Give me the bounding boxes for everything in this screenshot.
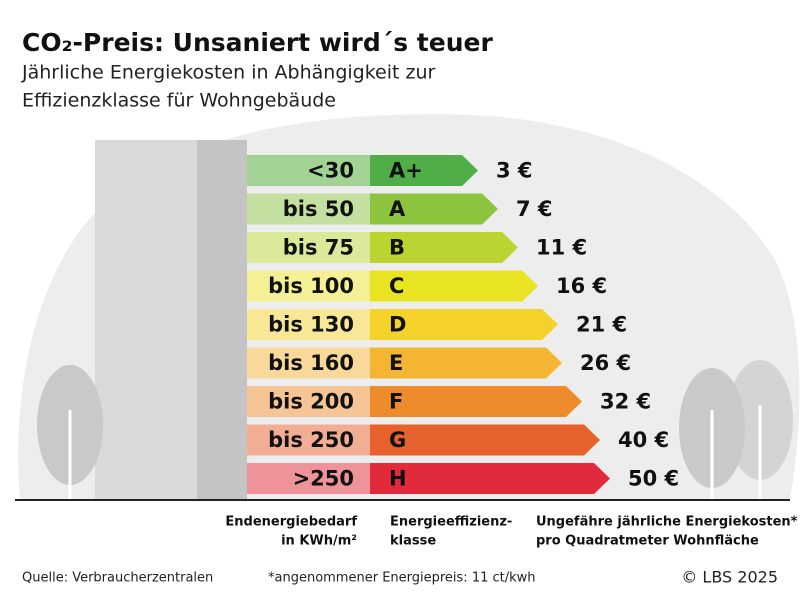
demand-box — [247, 193, 370, 225]
subtitle: Jährliche Energiekosten in Abhängigkeit … — [21, 62, 436, 84]
demand-label: bis 100 — [268, 274, 354, 298]
cost-label: 3 € — [496, 159, 533, 183]
class-arrow — [370, 155, 478, 186]
column-header: Endenergiebedarf — [225, 515, 357, 530]
class-arrow — [370, 386, 582, 417]
class-arrow — [370, 193, 498, 225]
class-label: C — [389, 274, 404, 298]
cost-label: 40 € — [618, 428, 669, 452]
demand-box — [247, 155, 370, 186]
tree-right — [679, 360, 793, 500]
class-arrow — [370, 463, 610, 494]
demand-label: bis 75 — [283, 236, 354, 260]
demand-box — [247, 463, 370, 494]
demand-box — [247, 347, 370, 379]
column-header: pro Quadratmeter Wohnfläche — [536, 534, 759, 549]
demand-label: bis 130 — [268, 313, 354, 337]
source: Quelle: Verbraucherzentralen — [22, 571, 213, 586]
demand-label: >250 — [293, 467, 354, 491]
cost-label: 11 € — [536, 236, 587, 260]
class-arrow — [370, 347, 562, 379]
class-label: E — [389, 351, 403, 375]
title: CO₂-Preis: Unsaniert wird´s teuer — [22, 28, 493, 57]
cost-label: 26 € — [580, 351, 631, 375]
class-label: B — [389, 236, 405, 260]
column-header: in KWh/m² — [281, 534, 357, 549]
demand-box — [247, 309, 370, 340]
column-header: Ungefähre jährliche Energiekosten* — [536, 515, 798, 530]
class-arrow — [370, 232, 518, 263]
class-rows: <30 A+ 3 € bis 50 A 7 € bis 75 B 11 € bis 100 C 16 … — [247, 155, 679, 494]
demand-label: bis 160 — [268, 351, 354, 375]
cost-label: 50 € — [628, 467, 679, 491]
class-arrow — [370, 270, 538, 302]
footnote: *angenommener Energiepreis: 11 ct/kwh — [268, 571, 536, 586]
class-label: G — [389, 428, 406, 452]
class-label: F — [389, 390, 403, 414]
class-arrow — [370, 309, 558, 340]
class-arrow — [370, 424, 600, 456]
demand-box — [247, 386, 370, 417]
demand-box — [247, 270, 370, 302]
tree-left — [37, 365, 103, 500]
demand-label: bis 50 — [283, 197, 354, 221]
cost-label: 7 € — [516, 197, 553, 221]
class-label: A+ — [389, 159, 423, 183]
column-header: klasse — [390, 534, 436, 549]
credit: © LBS 2025 — [681, 568, 778, 587]
subtitle: Effizienzklasse für Wohngebäude — [22, 90, 336, 112]
cost-label: 32 € — [600, 390, 651, 414]
demand-label: bis 200 — [268, 390, 354, 414]
column-header: Energieeffizienz- — [390, 515, 512, 530]
demand-label: <30 — [307, 159, 354, 183]
demand-box — [247, 424, 370, 456]
class-label: D — [389, 313, 406, 337]
demand-box — [247, 232, 370, 263]
class-label: H — [389, 467, 407, 491]
cost-label: 16 € — [556, 274, 607, 298]
building — [95, 140, 247, 500]
cost-label: 21 € — [576, 313, 627, 337]
class-label: A — [389, 197, 406, 221]
demand-label: bis 250 — [268, 428, 354, 452]
